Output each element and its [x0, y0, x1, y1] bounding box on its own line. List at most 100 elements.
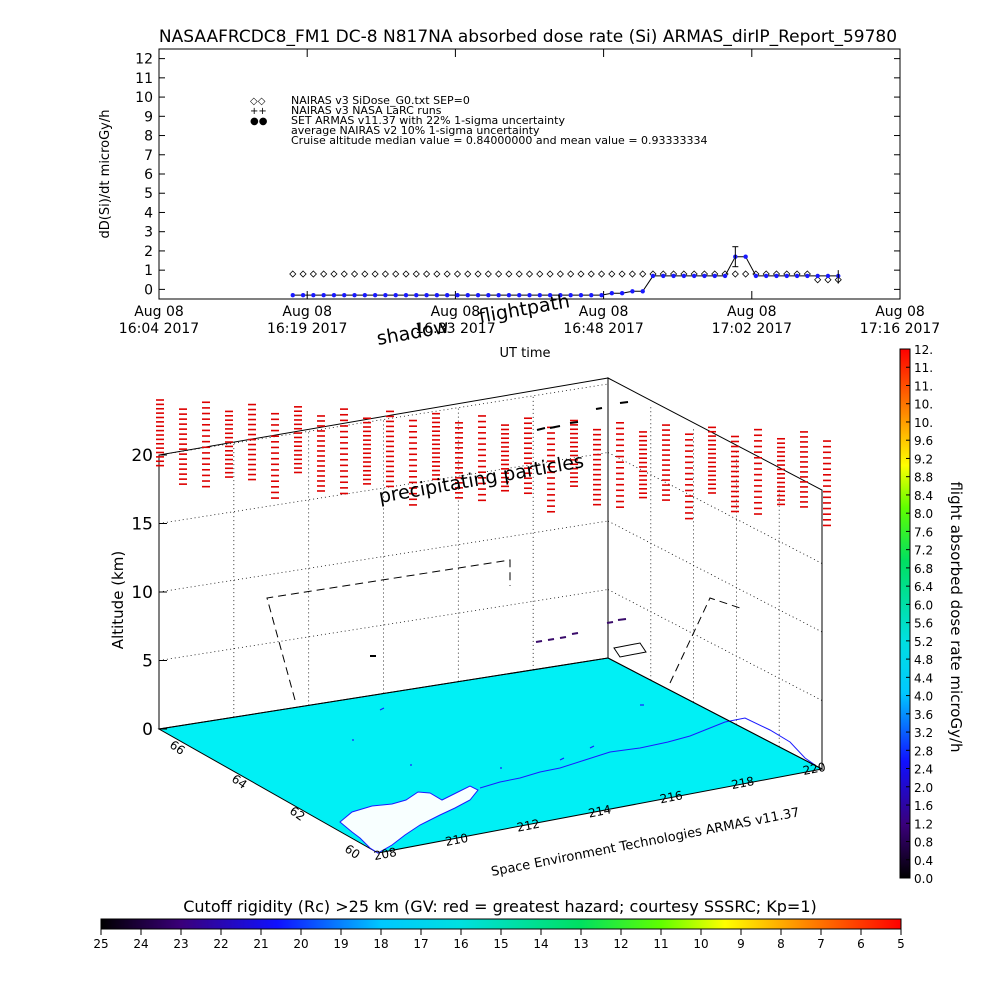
nairas-point [350, 270, 359, 278]
nairas-point [474, 270, 482, 278]
bottom-colorbar-tick-label: 13 [573, 937, 588, 951]
top-x-tick-date: Aug 08 [579, 304, 629, 320]
right-colorbar-tick-label: 9.6 [914, 434, 933, 448]
nairas-point [628, 270, 636, 278]
right-colorbar-tick-label: 1.6 [914, 799, 933, 813]
top-y-tick-label: 1 [144, 263, 153, 279]
armas-point [722, 273, 728, 279]
armas-point [661, 273, 666, 279]
bottom-colorbar-tick-label: 11 [653, 937, 668, 951]
top-x-tick-date: Aug 08 [727, 304, 777, 320]
armas-point [743, 254, 748, 259]
right-colorbar-tick-label: 3.6 [914, 708, 933, 722]
z-axis-label: Altitude (km) [109, 551, 127, 649]
bottom-colorbar-tick-label: 8 [777, 937, 785, 951]
flightpath-right [669, 597, 741, 684]
right-colorbar-label: flight absorbed dose rate microGy/h [947, 481, 965, 752]
right-colorbar-tick-label: 2.0 [914, 781, 933, 795]
grid-line [607, 452, 823, 564]
nairas-point [608, 270, 616, 278]
right-colorbar-tick-label: 0.4 [914, 854, 933, 868]
armas-point [537, 292, 542, 298]
right-colorbar-tick-label: 11. [914, 361, 933, 375]
right-colorbar-tick-label: 8.0 [914, 507, 933, 521]
nairas-point [742, 270, 750, 278]
right-colorbar-tick-label: 10. [914, 398, 933, 412]
nairas-point [587, 270, 595, 278]
right-colorbar-tick-label: 6.0 [914, 598, 933, 612]
z-tick-label: 15 [131, 515, 153, 535]
armas-point [691, 273, 697, 279]
flightpath-shadow [266, 559, 511, 701]
nairas-point [412, 270, 420, 278]
armas-point [434, 292, 440, 298]
top-x-tick-time: 16:19 2017 [267, 321, 347, 337]
longitude-tick-label: 218 [730, 774, 755, 792]
nairas-point [423, 270, 431, 278]
armas-point [640, 289, 645, 294]
bottom-colorbar-tick-label: 16 [453, 937, 468, 951]
armas-point [527, 292, 532, 298]
bottom-colorbar-tick-label: 24 [133, 937, 148, 951]
bottom-colorbar-tick-label: 14 [533, 937, 548, 951]
armas-point [630, 289, 635, 294]
nairas-point [320, 270, 328, 278]
flightpath-3d-plot: 0 5 10 15 20 Altitude (km) shadow flightpath… [109, 290, 831, 880]
right-colorbar-ticks: 0.0 0.4 0.8 1.2 1.6 2.0 2.4 2.8 3.2 3.6 4.0 4.4 4.8 5… [906, 343, 933, 886]
longitude-tick-label: 214 [587, 802, 612, 820]
top-y-tick-label: 11 [135, 71, 153, 87]
top-x-tick-time: 16:33 2017 [415, 321, 495, 337]
z-tick-label: 5 [142, 652, 153, 672]
armas-point [784, 273, 789, 279]
right-colorbar-tick-label: 5.6 [914, 617, 933, 631]
legend-symbol: ++ [250, 106, 267, 117]
bottom-colorbar-tick-label: 15 [493, 937, 508, 951]
right-colorbar-tick-label: 12. [914, 343, 933, 357]
top-x-tick-time: 17:16 2017 [860, 321, 940, 337]
longitude-tick-label: 220 [802, 760, 827, 778]
armas-point [342, 292, 347, 298]
armas-point [578, 292, 584, 298]
right-colorbar-tick-label: 7.2 [914, 544, 933, 558]
armas-point [393, 292, 398, 298]
armas-point [547, 292, 553, 298]
top-y-tick-label: 12 [135, 52, 153, 68]
armas-point [486, 292, 491, 298]
top-x-tick-time: 16:48 2017 [563, 321, 643, 337]
legend-entry: NAIRAS v3 SiDose_G0.txt SEP=0 [291, 94, 470, 107]
longitude-tick-label: 210 [444, 831, 469, 849]
nairas-point [515, 270, 523, 278]
top-y-axis-label: dD(Si)/dt microGy/h [98, 110, 113, 239]
right-colorbar-tick-label: 0.0 [914, 872, 933, 886]
nairas-point [556, 270, 564, 278]
latitude-tick-label: 60 [342, 842, 363, 862]
nairas-point [639, 270, 647, 278]
armas-point [311, 292, 316, 298]
bottom-colorbar-tick-label: 19 [333, 937, 348, 951]
bottom-colorbar-tick-label: 23 [173, 937, 188, 951]
top-x-tick-date: Aug 08 [282, 304, 332, 320]
nairas-point [453, 270, 462, 278]
nairas-point [505, 270, 513, 278]
armas-point [589, 292, 594, 298]
armas-point [702, 273, 707, 279]
armas-point [805, 273, 810, 279]
grid-line [607, 520, 823, 633]
nairas-point [289, 270, 297, 278]
nairas-point [597, 270, 606, 278]
nairas-point [495, 270, 503, 278]
armas-point [475, 292, 481, 298]
longitude-tick-label: 212 [516, 817, 541, 835]
armas-point [558, 292, 563, 298]
right-colorbar-tick-label: 5.2 [914, 635, 933, 649]
armas-point [681, 273, 687, 279]
armas-point [372, 292, 378, 298]
land-patch [339, 785, 479, 854]
shadow-label: shadow [375, 316, 451, 350]
nairas-point [309, 270, 317, 278]
z-tick-label: 20 [131, 446, 153, 466]
